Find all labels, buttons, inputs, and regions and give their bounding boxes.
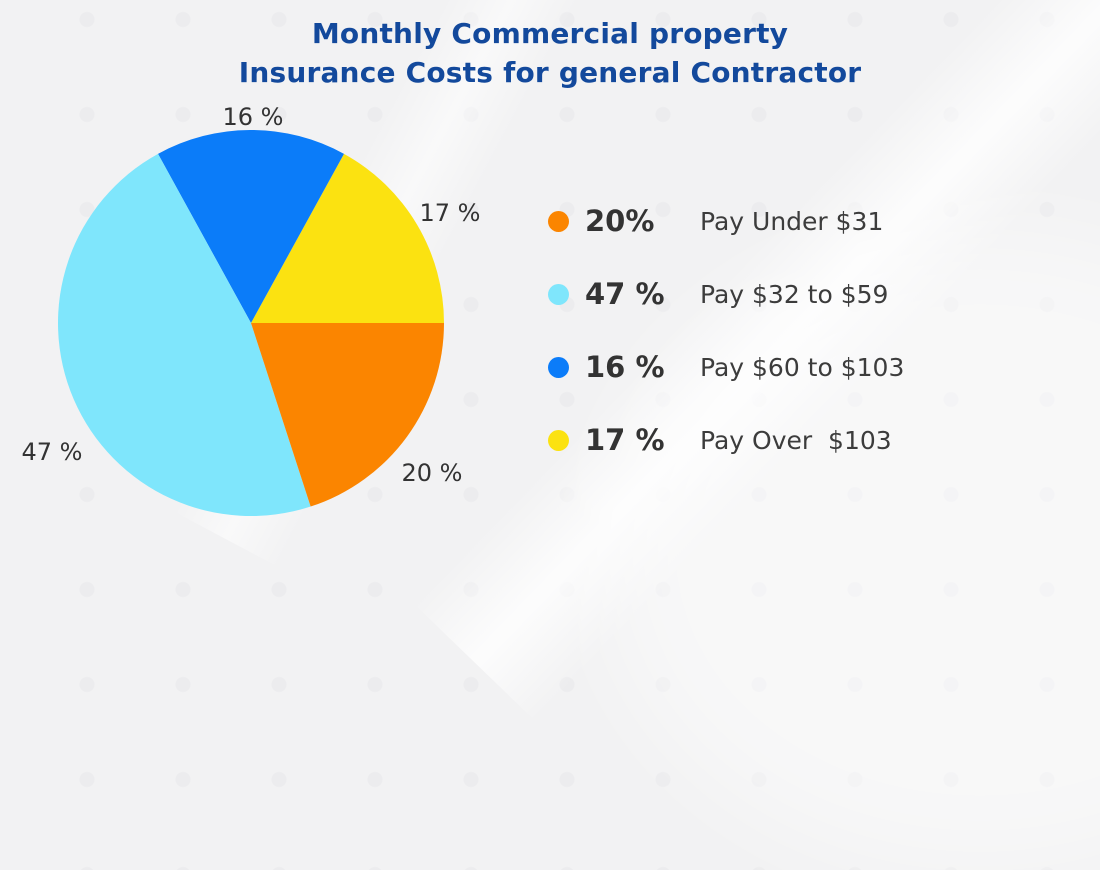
legend-label: Pay Under $31 <box>700 206 884 236</box>
legend-percent: 16 % <box>585 350 665 384</box>
pie-value-label: 17 % <box>419 199 481 227</box>
pie-slice-pay-60-to-103 <box>158 130 344 323</box>
legend-swatch <box>548 283 569 305</box>
pie-chart <box>58 130 444 516</box>
legend-percent: 17 % <box>585 423 665 457</box>
legend: 20% Pay Under $31 47 % Pay $32 to $59 16… <box>548 204 905 457</box>
pie-slice-pay-under-31 <box>251 323 444 507</box>
legend-swatch <box>548 429 569 451</box>
legend-item: 16 % Pay $60 to $103 <box>548 350 905 384</box>
pie-value-label: 16 % <box>222 103 284 131</box>
legend-swatch <box>548 356 569 378</box>
page-title-line2: Insurance Costs for general Contractor <box>238 56 862 89</box>
legend-percent: 47 % <box>585 277 665 311</box>
legend-item: 17 % Pay Over $103 <box>548 423 904 457</box>
pie-slice-pay-32-to-59 <box>58 153 311 516</box>
legend-percent: 20% <box>585 204 655 238</box>
page-title: Monthly Commercial property Insurance Co… <box>0 14 1100 92</box>
legend-label: Pay $60 to $103 <box>700 352 905 382</box>
legend-item: 47 % Pay $32 to $59 <box>548 277 904 311</box>
legend-label: Pay $32 to $59 <box>700 279 889 309</box>
legend-swatch <box>548 210 569 232</box>
pie-svg <box>58 130 444 516</box>
legend-label: Pay Over $103 <box>700 425 892 455</box>
pie-value-label: 20 % <box>401 459 463 487</box>
legend-item: 20% Pay Under $31 <box>548 204 904 238</box>
page-title-line1: Monthly Commercial property <box>311 17 789 50</box>
pie-slice-pay-over-103 <box>251 153 444 323</box>
pie-value-label: 47 % <box>21 438 83 466</box>
